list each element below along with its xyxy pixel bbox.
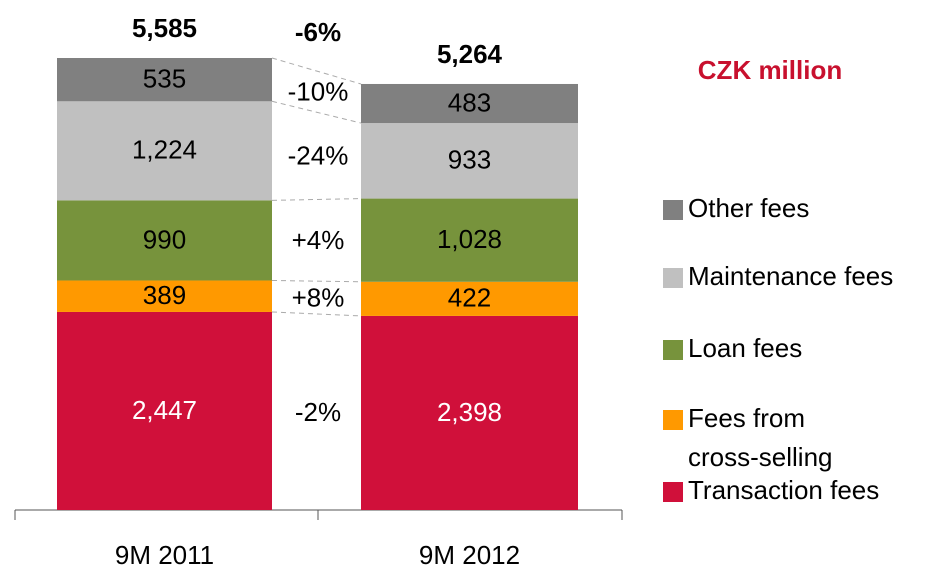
legend-label: Other fees [688, 193, 809, 223]
total-change-label: -6% [295, 17, 341, 47]
data-label: 990 [143, 224, 186, 254]
connector [271, 311, 362, 317]
bar-segment [361, 281, 578, 316]
legend-swatch [663, 482, 683, 502]
bar-segment [57, 101, 272, 201]
data-label: 389 [143, 280, 186, 310]
bar-segment [57, 58, 272, 102]
connector [271, 100, 362, 124]
data-label: 2,447 [132, 395, 197, 425]
bar-segment [361, 83, 578, 124]
change-label: +8% [292, 282, 345, 312]
connector [271, 57, 362, 85]
legend-label: Transaction fees [688, 475, 879, 505]
bar-segment [361, 198, 578, 282]
legend-swatch [663, 410, 683, 430]
data-label: 933 [448, 145, 491, 175]
bar-segment [361, 315, 578, 510]
change-label: -24% [288, 141, 349, 171]
data-label: 483 [448, 87, 491, 117]
total-label: 5,264 [437, 39, 503, 69]
x-tick-label: 9M 2012 [419, 540, 520, 570]
total-label: 5,585 [132, 13, 197, 43]
bar-segment [57, 280, 272, 312]
legend-line: cross-selling [688, 442, 833, 472]
legend-label: Loan fees [688, 333, 802, 363]
data-label: 1,028 [437, 224, 502, 254]
bar-segment [361, 123, 578, 199]
data-label: 535 [143, 64, 186, 94]
legend-label: Fees from cross-selling [688, 403, 833, 472]
connector [271, 198, 362, 201]
legend-swatch [663, 200, 683, 220]
x-tick-label: 9M 2011 [115, 540, 214, 570]
connector [271, 279, 362, 283]
data-label: 422 [448, 283, 491, 313]
data-label: 2,398 [437, 397, 502, 427]
data-label: 1,224 [132, 135, 197, 165]
bar-segment [57, 200, 272, 281]
chart-subtitle: CZK million [698, 55, 842, 85]
change-label: +4% [292, 225, 345, 255]
legend-swatch [663, 268, 683, 288]
change-label: -10% [288, 76, 349, 106]
change-label: -2% [295, 397, 341, 427]
legend-swatch [663, 340, 683, 360]
bar-segment [57, 311, 272, 510]
legend-label: Maintenance fees [688, 261, 893, 291]
legend-line: Fees from [688, 403, 805, 433]
